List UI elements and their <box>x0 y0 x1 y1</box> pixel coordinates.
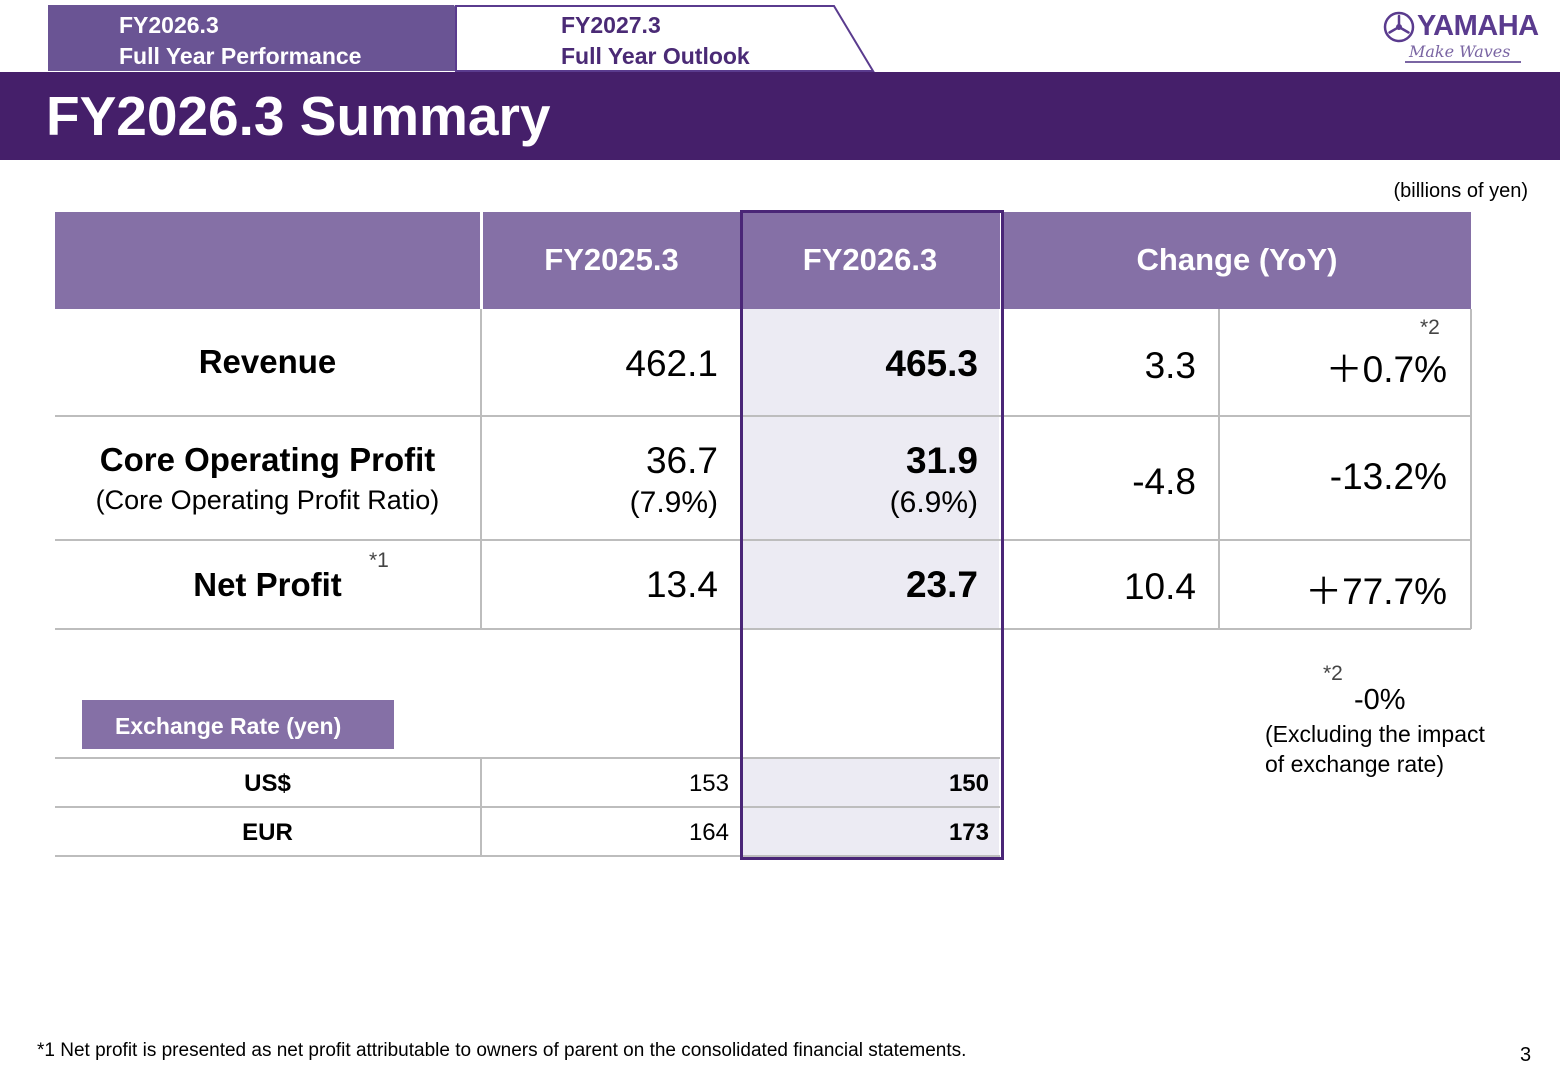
yamaha-logo: YAMAHA Make Waves <box>1383 8 1539 68</box>
side-note-line1: (Excluding the impact <box>1265 721 1485 747</box>
exchange-eur-fy2026: 173 <box>948 819 989 846</box>
exchange-label-eur: EUR <box>242 819 293 846</box>
tab-fy2026-line2: Full Year Performance <box>119 43 362 69</box>
fy2026-column-frame <box>740 210 1004 860</box>
tab-fy2027-line2: Full Year Outlook <box>561 43 750 69</box>
row-label-revenue: Revenue <box>198 343 337 380</box>
core-op-fy2026: 31.9 <box>905 440 978 481</box>
fy2026-highlight <box>742 309 999 629</box>
row-label-core-op-profit: Core Operating Profit <box>99 441 436 478</box>
tab-fy2027-outlook[interactable]: FY2027.3 Full Year Outlook <box>455 5 875 72</box>
unit-note: (billions of yen) <box>1393 180 1528 202</box>
row-divider <box>55 539 1471 541</box>
col-divider <box>1218 309 1220 629</box>
col-header-fy2025: FY2025.3 <box>544 242 679 277</box>
net-profit-note-mark: *1 <box>369 549 389 572</box>
row-divider <box>55 415 1471 417</box>
net-profit-fy2026: 23.7 <box>905 564 978 605</box>
header-divider <box>480 212 483 309</box>
row-label-net-profit: Net Profit <box>193 566 342 603</box>
exchange-usd-fy2026: 150 <box>948 770 989 797</box>
row-divider <box>55 628 1471 630</box>
revenue-fy2026: 465.3 <box>885 343 978 384</box>
exchange-eur-fy2025: 164 <box>688 819 729 846</box>
exchange-usd-fy2025: 153 <box>688 770 729 797</box>
tab-fy2026-performance[interactable]: FY2026.3 Full Year Performance <box>48 5 498 71</box>
core-op-fy2025: 36.7 <box>645 440 718 481</box>
tab-fy2026-line1: FY2026.3 <box>119 12 219 38</box>
logo-wordmark: YAMAHA <box>1417 10 1539 42</box>
exchange-col-divider <box>480 757 482 857</box>
col-header-change: Change (YoY) <box>1136 242 1338 277</box>
exchange-rate-badge: Exchange Rate (yen) <box>82 700 394 749</box>
logo-underline <box>1405 61 1521 63</box>
exchange-row-divider <box>55 757 1000 759</box>
revenue-note-mark: *2 <box>1420 316 1440 339</box>
revenue-change: 3.3 <box>1144 345 1196 386</box>
revenue-fy2025: 462.1 <box>625 343 718 384</box>
exchange-label-usd: US$ <box>244 770 291 797</box>
row-sublabel-core-op-ratio: (Core Operating Profit Ratio) <box>95 485 440 515</box>
exchange-row-divider <box>55 855 1000 857</box>
col-divider <box>1470 309 1472 629</box>
side-note-value: -0% <box>1354 684 1406 716</box>
core-op-ratio-fy2025: (7.9%) <box>629 486 718 519</box>
title-band: FY2026.3 Summary <box>0 72 1560 160</box>
table-header-row <box>55 212 1471 309</box>
core-op-ratio-fy2026: (6.9%) <box>889 486 978 519</box>
logo-tagline: Make Waves <box>1409 42 1511 61</box>
side-note-line2: of exchange rate) <box>1265 751 1445 777</box>
col-header-fy2026: FY2026.3 <box>802 242 938 277</box>
core-op-change: -4.8 <box>1132 461 1196 502</box>
net-profit-change: 10.4 <box>1123 566 1196 607</box>
tab-fy2027-line1: FY2027.3 <box>561 12 661 38</box>
side-note-mark: *2 <box>1323 662 1343 685</box>
exchange-row-divider <box>55 806 1000 808</box>
col-divider <box>480 309 482 629</box>
net-profit-pct: ＋77.7% <box>1305 571 1447 612</box>
page-number: 3 <box>1520 1044 1532 1066</box>
core-op-pct: -13.2% <box>1329 456 1447 497</box>
footnote: *1 Net profit is presented as net profit… <box>37 1040 967 1061</box>
tuning-forks-logo-icon <box>1383 11 1415 43</box>
page-title: FY2026.3 Summary <box>46 85 551 147</box>
revenue-pct: ＋0.7% <box>1325 349 1447 390</box>
net-profit-fy2025: 13.4 <box>645 564 718 605</box>
